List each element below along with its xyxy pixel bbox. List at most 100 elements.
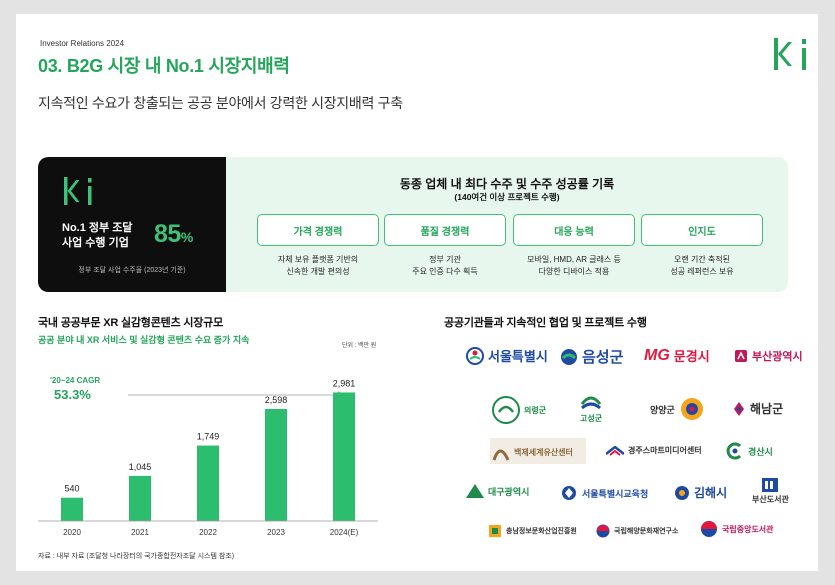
partner-logo-busan-library: 부산도서관 [752,478,789,505]
partner-name-seoul: 서울특별시 [488,349,548,364]
feature-quality-desc-line1: 정부 기관 [429,255,461,264]
partner-name-busan: 부산광역시 [752,351,803,363]
partner-name-marine-heritage: 국립해양문화재연구소 [614,528,679,535]
eumseong-icon [561,348,577,365]
win-rate-value: 85% [154,220,193,249]
goseong-icon [580,396,602,410]
partner-logo-eumseong: 음성군 [560,346,623,367]
hero-headline: 동종 업체 내 최다 수주 및 수주 성공률 기록 [399,177,615,191]
hero-subheadline: (140여건 이상 프로젝트 수행) [454,192,560,202]
feature-quality-label: 품질 경쟁력 [384,214,506,246]
partner-name-eumseong: 음성군 [582,349,624,366]
partner-logo-mungyeong: MG 문경시 [644,346,710,365]
partner-name-busan-library: 부산도서관 [752,495,789,504]
partner-name-uiryeong: 의령군 [524,405,547,415]
x-tick-label: 2024(E) [330,528,359,537]
cagr-value: 53.3% [54,387,91,402]
partner-name-gyeongju: 경주스마트미디어센터 [628,446,702,455]
feature-response-label: 대응 능력 [513,214,635,246]
partners-section-title: 공공기관들과 지속적인 협업 및 프로젝트 수행 [444,317,647,329]
partner-logo-busan: 부산광역시 [734,348,803,364]
partner-logo-marine-heritage: 국립해양문화재연구소 [596,524,678,538]
bar-2021 [129,475,151,521]
company-logo [772,36,812,79]
feature-price-desc-line2: 신속한 개발 편의성 [286,267,350,276]
seoul-haechi-icon [466,346,484,365]
feature-awareness-desc-line2: 성공 레퍼런스 보유 [670,267,734,276]
gimhae-icon [675,485,689,500]
feature-price-desc: 자체 보유 플랫폼 기반의 신속한 개발 편의성 [257,254,379,278]
bar-2023 [265,408,287,521]
gyeongsan-icon [726,442,742,460]
rank-label-line1: No.1 정부 조달 [62,222,133,234]
partner-logo-uiryeong: 의령군 [492,396,546,424]
feature-quality-desc: 정부 기관 주요 인증 다수 획득 [384,254,506,278]
x-tick-label: 2020 [63,528,81,537]
feature-awareness-desc: 오랜 기간 축적된 성공 레퍼런스 보유 [641,254,763,278]
partner-logo-grid: 서울특별시 음성군 MG 문경시 부산광역시 의령군 고성군 양양군 [446,344,803,544]
feature-price-label: 가격 경쟁력 [257,214,379,246]
x-tick-label: 2023 [267,528,285,537]
bar-2024(E) [333,392,355,521]
rank-label: No.1 정부 조달 사업 수행 기업 [62,221,132,251]
partner-name-chungnam: 충남정보문화산업진흥원 [506,528,577,535]
feature-quality-desc-line2: 주요 인증 다수 획득 [412,267,478,276]
bar-2022 [197,445,219,521]
feature-response-desc-line1: 모바일, HMD, AR 글래스 등 [527,255,621,264]
hero-card: No.1 정부 조달 사업 수행 기업 85% 정부 조달 사업 수주율 (20… [38,157,788,292]
page-subtitle: 지속적인 수요가 창출되는 공공 분야에서 강력한 시장지배력 구축 [38,95,403,111]
bar-value-label: 1,045 [129,462,152,472]
bar-value-label: 1,749 [197,432,220,442]
partner-logo-daegu: 대구광역시 [466,484,529,498]
partner-logo-gimhae: 김해시 [674,484,727,501]
ir-slide: Investor Relations 2024 03. B2G 시장 내 No.… [16,14,818,571]
partner-name-goseong: 고성군 [580,414,603,423]
partner-name-seoul-edu: 서울특별시교육청 [582,488,649,499]
bar-value-label: 2,598 [265,395,288,405]
market-section-title: 국내 공공부문 XR 실감형콘텐츠 시장규모 [38,317,224,329]
feature-awareness-label: 인지도 [641,214,763,246]
x-tick-label: 2022 [199,528,217,537]
win-rate-number: 85 [154,220,181,248]
mungyeong-icon: MG [644,346,670,364]
ki-logo-icon [774,38,806,70]
partner-name-gimhae: 김해시 [694,486,728,500]
gyeongju-icon [606,445,624,456]
page-title: 03. B2G 시장 내 No.1 시장지배력 [38,56,290,76]
win-rate-note: 정부 조달 사업 수주율 (2023년 기준) [78,267,186,274]
partner-name-baekje: 백제세계유산센터 [514,448,573,457]
partner-logo-seoul-edu: 서울특별시교육청 [560,484,648,502]
busan-library-icon [762,478,779,492]
partner-name-daegu: 대구광역시 [488,486,530,497]
chungnam-icon [489,525,501,537]
partner-logo-gyeongju: 경주스마트미디어센터 [606,445,702,456]
seoul-edu-icon [562,486,576,500]
haenam-icon [734,401,744,416]
partner-logo-baekje: 백제세계유산센터 [490,438,586,464]
cagr-label: '20~24 CAGR [50,376,101,385]
feature-price-desc-line1: 자체 보유 플랫폼 기반의 [277,255,359,264]
bar-2020 [61,497,83,521]
partner-name-haenam: 해남군 [750,402,784,416]
market-bar-chart: 540 2020 1,045 2021 1,749 2022 2,598 2023 2,981 2… [38,378,378,537]
partner-name-yangyang: 양양군 [650,404,675,415]
bar-value-label: 540 [64,484,79,494]
partner-name-national-library: 국립중앙도서관 [722,524,774,534]
ir-label: Investor Relations 2024 [40,39,125,48]
chart-unit: 단위 : 백만 원 [342,343,377,349]
feature-price: 가격 경쟁력 자체 보유 플랫폼 기반의 신속한 개발 편의성 [257,214,379,278]
partner-logo-yangyang: 양양군 [650,396,705,422]
busan-icon [735,350,747,362]
win-rate-symbol: % [180,229,193,245]
uiryeong-icon [492,396,520,424]
daegu-icon [466,484,484,498]
source-note: 자료 : 내부 자료 (조달청 나라장터의 국가종합전자조달 시스템 참조) [38,553,235,560]
yangyang-icon [680,398,703,420]
partner-logo-seoul: 서울특별시 [466,346,548,365]
feature-quality: 품질 경쟁력 정부 기관 주요 인증 다수 획득 [384,214,506,278]
rank-label-line2: 사업 수행 기업 [62,237,129,249]
feature-response-desc-line2: 다양한 디바이스 적용 [538,267,610,276]
feature-response-desc: 모바일, HMD, AR 글래스 등 다양한 디바이스 적용 [513,254,635,278]
feature-response: 대응 능력 모바일, HMD, AR 글래스 등 다양한 디바이스 적용 [513,214,635,278]
partner-logo-chungnam: 충남정보문화산업진흥원 [488,524,577,538]
